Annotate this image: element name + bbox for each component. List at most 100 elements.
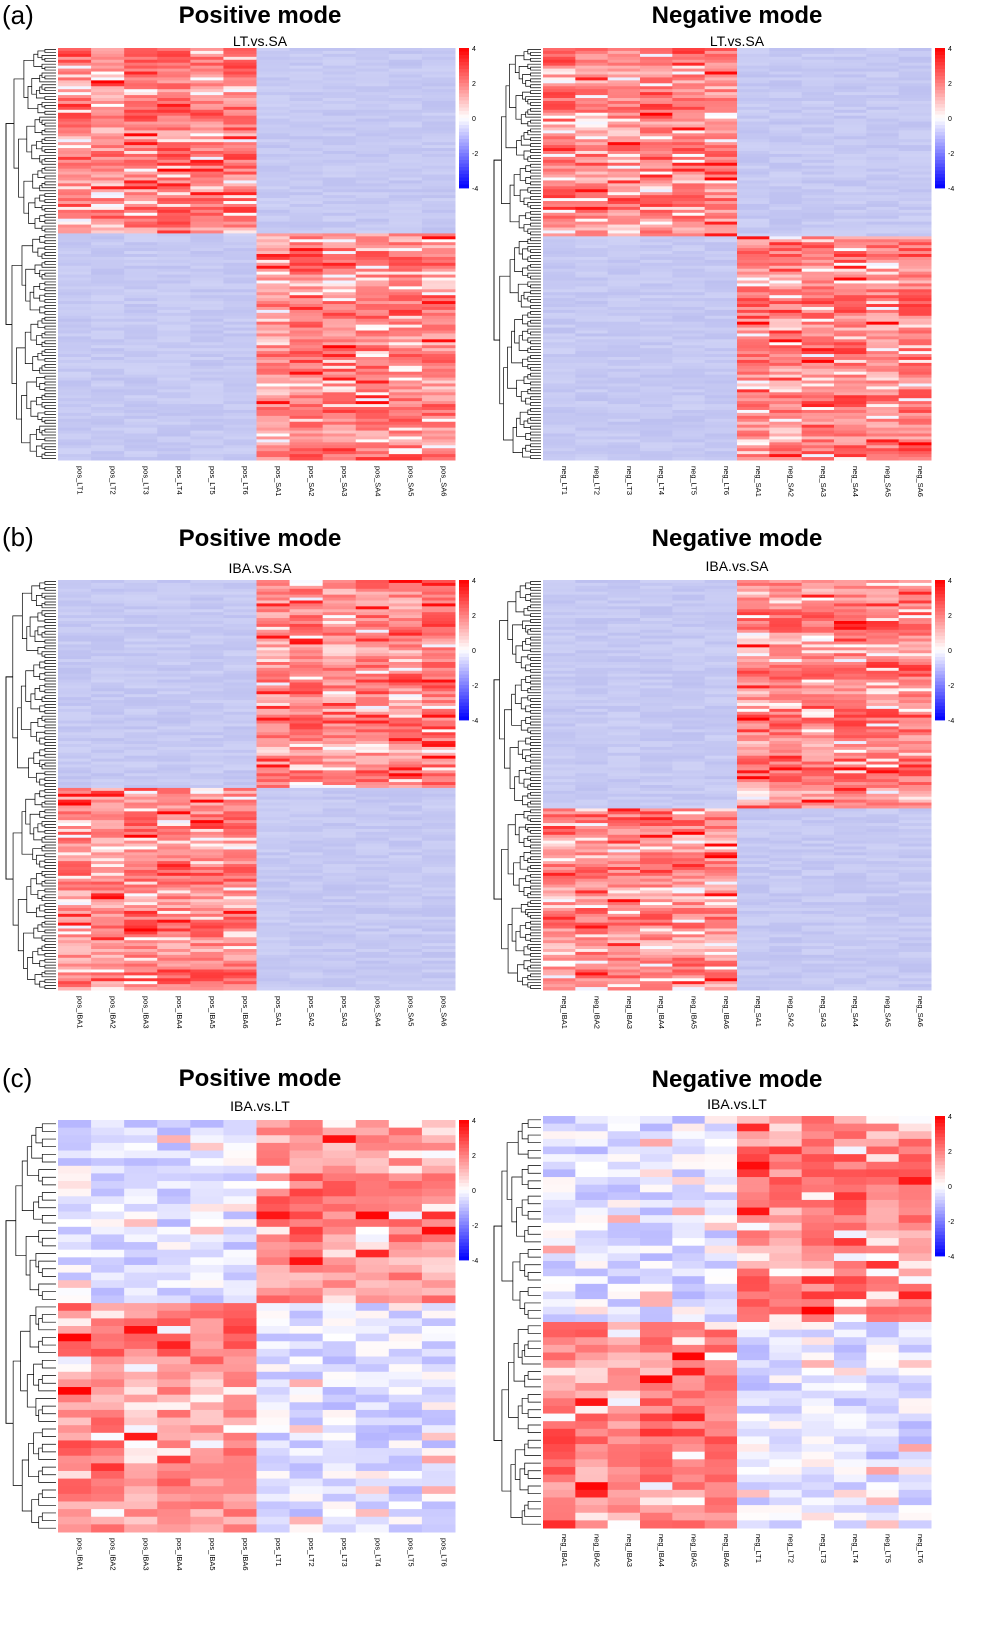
heatmap-cell — [157, 682, 191, 686]
heatmap-cell — [223, 814, 257, 818]
heatmap-cell — [58, 315, 92, 320]
heatmap-cell — [190, 362, 224, 367]
heatmap-cell — [421, 292, 456, 296]
heatmap-cell — [834, 274, 867, 279]
heatmap-cell — [91, 667, 125, 672]
heatmap-cell — [607, 165, 641, 170]
heatmap-cell — [322, 106, 357, 111]
heatmap-cell — [124, 708, 158, 713]
heatmap-cell — [704, 433, 738, 437]
heatmap-cell — [801, 227, 835, 231]
heatmap-cell — [388, 454, 423, 458]
heatmap-cell — [322, 218, 357, 223]
heatmap-cell — [91, 445, 125, 449]
heatmap-cell — [388, 585, 423, 590]
heatmap-cell — [322, 50, 357, 55]
heatmap-cell — [58, 354, 92, 358]
heatmap-cell — [157, 130, 191, 134]
heatmap-cell — [355, 787, 390, 792]
heatmap-cell — [672, 62, 706, 67]
heatmap-cell — [388, 896, 423, 900]
heatmap-cell — [157, 168, 191, 173]
heatmap-cell — [355, 773, 390, 777]
heatmap-cell — [769, 156, 803, 161]
heatmap-cell — [607, 324, 641, 329]
heatmap-cell — [289, 371, 324, 376]
heatmap-cell — [256, 115, 291, 120]
heatmap-cell — [640, 274, 673, 279]
heatmap-cell — [704, 254, 738, 258]
heatmap-cell — [256, 98, 291, 102]
heatmap-cell — [866, 77, 900, 81]
heatmap-cell — [124, 351, 158, 355]
heatmap-cell — [543, 100, 576, 105]
heatmap-cell — [355, 910, 390, 915]
heatmap-cell — [607, 95, 641, 99]
heatmap-cell — [190, 626, 224, 631]
heatmap-cell — [769, 98, 803, 102]
heatmap-cell — [124, 336, 158, 340]
heatmap-cell — [223, 59, 257, 64]
heatmap-cell — [421, 404, 456, 408]
heatmap-cell — [223, 251, 257, 255]
heatmap-cell — [355, 457, 390, 461]
heatmap-cell — [157, 415, 191, 420]
heatmap-cell — [575, 153, 609, 158]
heatmap-cell — [543, 159, 576, 164]
heatmap-cell — [157, 787, 191, 792]
heatmap-cell — [190, 817, 224, 821]
heatmap-cell — [289, 638, 324, 642]
heatmap-cell — [58, 106, 92, 111]
heatmap-cell — [124, 409, 158, 414]
heatmap-cell — [124, 301, 158, 305]
heatmap-cell — [322, 667, 357, 672]
heatmap-cell — [801, 71, 835, 75]
heatmap-cell — [355, 106, 390, 111]
heatmap-cell — [58, 359, 92, 364]
heatmap-cell — [388, 720, 423, 724]
heatmap-cell — [421, 902, 456, 906]
heatmap-cell — [91, 351, 125, 355]
heatmap-cell — [223, 62, 257, 67]
heatmap-cell — [124, 218, 158, 223]
heatmap-cell — [256, 893, 291, 897]
heatmap-cell — [157, 454, 191, 458]
heatmap-cell — [190, 670, 224, 675]
heatmap-cell — [355, 908, 390, 912]
heatmap-cell — [388, 283, 423, 287]
heatmap-cell — [91, 271, 125, 276]
heatmap-cell — [256, 171, 291, 176]
heatmap-cell — [91, 242, 125, 246]
heatmap-cell — [737, 151, 770, 155]
heatmap-cell — [421, 315, 456, 320]
heatmap-cell — [124, 321, 158, 326]
heatmap-cell — [769, 233, 803, 237]
heatmap-cell — [421, 796, 456, 801]
heatmap-cell — [124, 626, 158, 631]
heatmap-cell — [575, 203, 609, 208]
heatmap-cell — [190, 95, 224, 99]
heatmap-cell — [223, 881, 257, 886]
heatmap-cell — [640, 442, 673, 446]
heatmap-cell — [58, 153, 92, 158]
heatmap-cell — [421, 430, 456, 435]
heatmap-cell — [124, 130, 158, 134]
heatmap-cell — [157, 71, 191, 75]
heatmap-cell — [58, 667, 92, 672]
heatmap-cell — [704, 277, 738, 281]
heatmap-cell — [223, 457, 257, 461]
heatmap-cell — [256, 943, 291, 947]
heatmap-cell — [640, 159, 673, 164]
heatmap-cell — [672, 203, 706, 208]
column-label: pos_SA2 — [307, 466, 316, 496]
heatmap-cell — [157, 77, 191, 81]
heatmap-cell — [157, 893, 191, 897]
heatmap-cell — [223, 392, 257, 396]
heatmap-cell — [543, 418, 576, 423]
heatmap-cell — [190, 186, 224, 190]
heatmap-cell — [256, 867, 291, 871]
heatmap-cell — [421, 227, 456, 231]
heatmap-cell — [322, 902, 357, 906]
heatmap-cell — [421, 814, 456, 818]
heatmap-cell — [190, 843, 224, 847]
